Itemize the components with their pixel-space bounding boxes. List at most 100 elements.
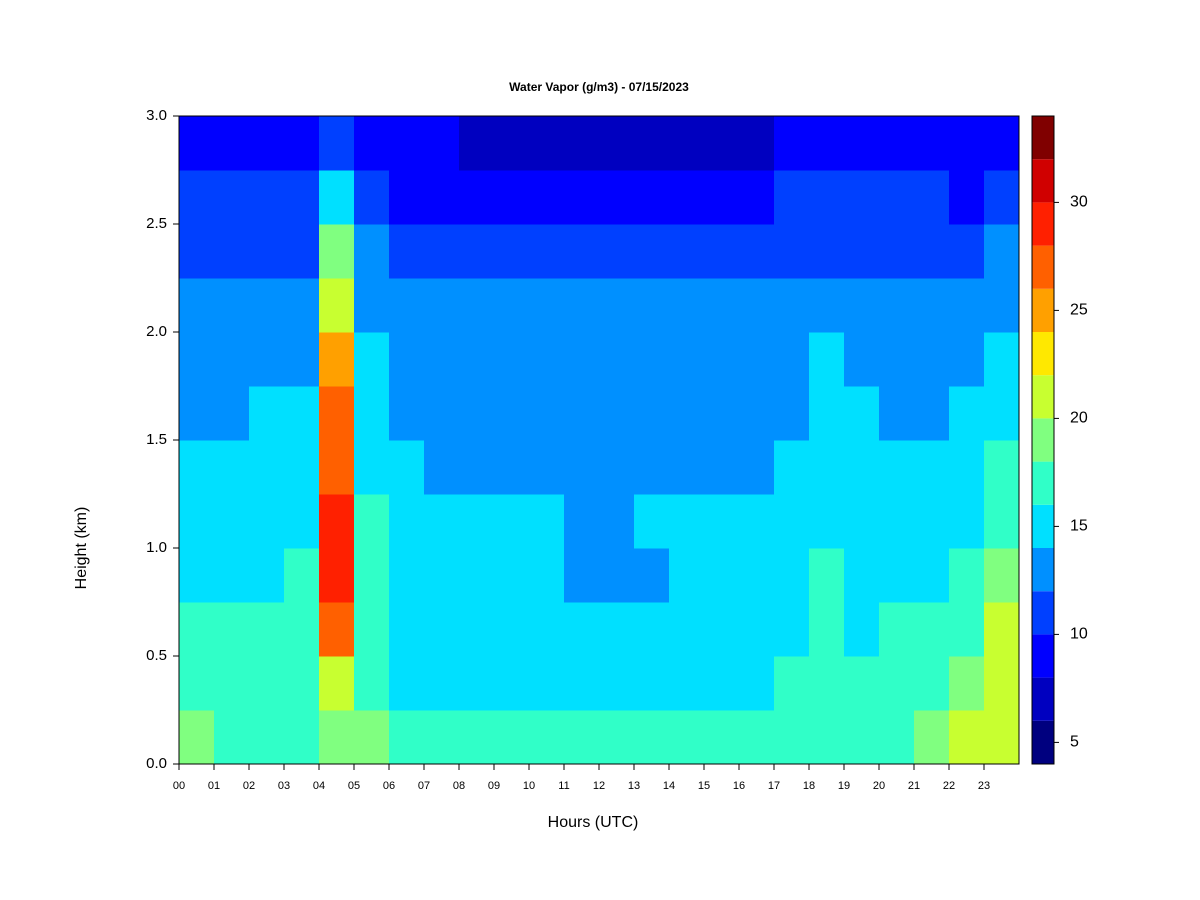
x-tick-label: 15 [698,780,710,792]
cell [914,170,950,225]
cell [459,710,495,765]
x-tick-label: 19 [838,780,850,792]
cell [879,332,915,387]
cell [459,278,495,333]
cell [879,710,915,765]
x-tick-label: 05 [348,780,360,792]
cell [949,386,985,441]
cell [634,548,670,603]
cell [284,116,320,171]
cell [179,602,215,657]
cell [949,116,985,171]
cell [949,494,985,549]
cell [809,116,845,171]
cell [424,440,460,495]
cell [389,548,425,603]
cell [669,332,705,387]
cell [214,440,250,495]
cell [634,494,670,549]
cell [564,116,600,171]
cell [249,278,285,333]
cell [739,548,775,603]
cell [669,656,705,711]
cell [844,278,880,333]
cell [844,332,880,387]
cell [669,116,705,171]
y-tick-label: 2.0 [146,323,167,340]
colorbar-band [1032,202,1054,246]
cell [529,440,565,495]
colorbar-band [1032,245,1054,289]
cell [704,548,740,603]
x-tick-label: 18 [803,780,815,792]
cell [914,278,950,333]
cell [319,602,355,657]
cell [669,278,705,333]
colorbar-band [1032,288,1054,332]
cell [424,278,460,333]
cell [949,278,985,333]
cell [249,656,285,711]
colorbar-band [1032,418,1054,462]
cell [914,710,950,765]
cell [774,116,810,171]
cell [214,116,250,171]
cell [424,710,460,765]
colorbar-band [1032,332,1054,376]
cell [249,386,285,441]
cell [529,224,565,279]
cell [179,494,215,549]
cell [494,116,530,171]
cell [354,710,390,765]
cell [669,548,705,603]
cell [599,710,635,765]
cell [879,440,915,495]
colorbar-band [1032,591,1054,635]
cell [704,494,740,549]
cell [459,332,495,387]
cell [284,656,320,711]
y-tick-label: 0.0 [146,755,167,772]
cell [669,602,705,657]
cell [424,224,460,279]
cell [844,602,880,657]
cell [879,656,915,711]
cell [774,494,810,549]
cell [459,386,495,441]
cell [459,440,495,495]
cell [319,710,355,765]
cell [739,278,775,333]
cell [984,278,1020,333]
cell [599,602,635,657]
cell [494,332,530,387]
y-tick-label: 0.5 [146,647,167,664]
cell [354,170,390,225]
colorbar-frame [1031,115,1055,765]
cell [494,710,530,765]
cell [319,116,355,171]
cell [984,440,1020,495]
cell [494,548,530,603]
cell [214,170,250,225]
x-tick-label: 14 [663,780,675,792]
cell [494,602,530,657]
cell [739,170,775,225]
cell [739,386,775,441]
cell [284,602,320,657]
colorbar-tick-label: 25 [1070,302,1088,319]
x-tick-label: 03 [278,780,290,792]
cell [634,332,670,387]
cell [564,332,600,387]
cell [949,332,985,387]
cell [284,710,320,765]
cell [459,656,495,711]
x-tick-label: 13 [628,780,640,792]
colorbar-tick-label: 15 [1070,518,1088,535]
cell [984,548,1020,603]
cell [179,116,215,171]
cell [459,224,495,279]
cell [949,440,985,495]
y-axis-label: Height (km) [73,507,90,590]
cell [494,386,530,441]
cell [914,332,950,387]
